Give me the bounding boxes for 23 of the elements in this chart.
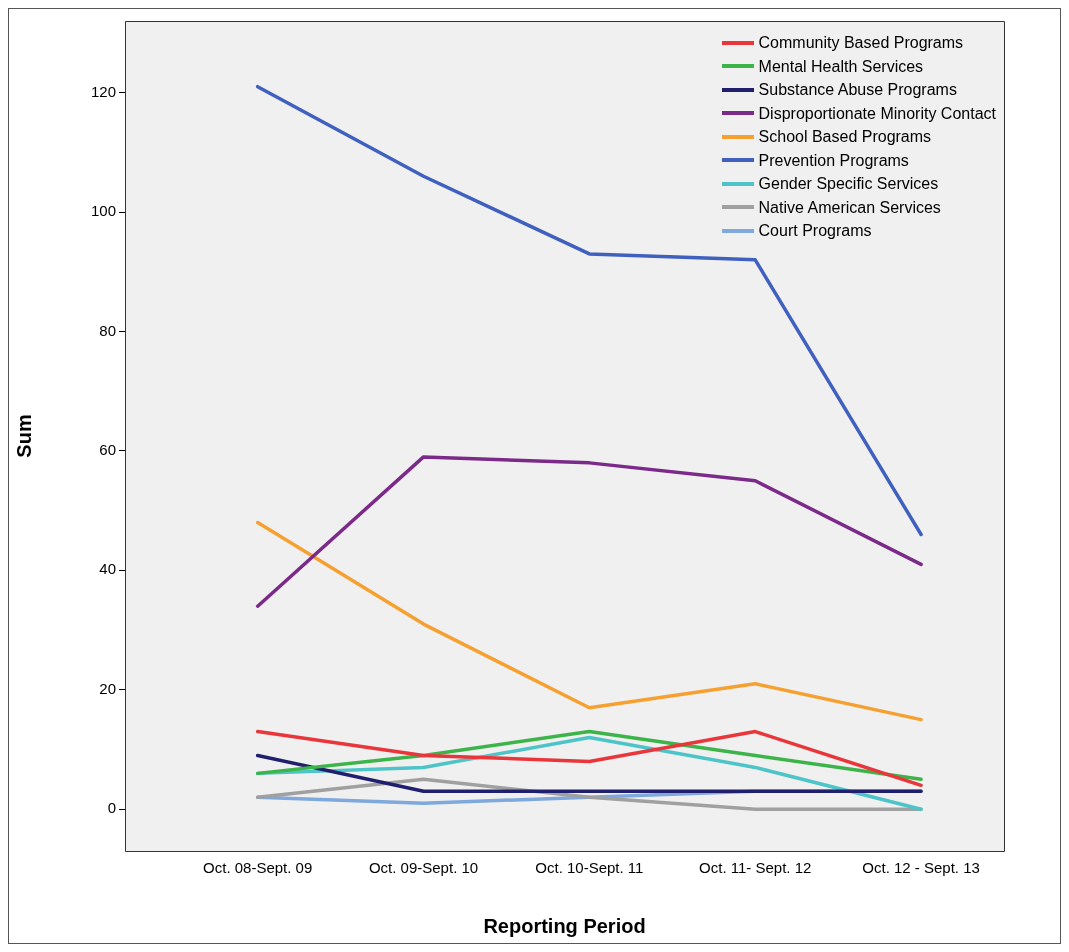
legend-label: Mental Health Services [758,56,924,77]
x-tick-label: Oct. 10-Sept. 11 [535,859,644,877]
legend-label: Substance Abuse Programs [758,80,957,100]
y-tick-label: 120 [90,82,116,100]
x-tick-label: Oct. 11- Sept. 12 [699,859,812,877]
x-tick-label: Oct. 12 - Sept. 13 [862,859,980,877]
x-tick-label: Oct. 08-Sept. 09 [203,859,313,877]
y-tick-label: 0 [107,799,116,817]
legend-label: Gender Specific Services [758,174,939,194]
legend-label: Prevention Programs [758,150,909,171]
y-tick-label: 20 [99,679,116,697]
legend-label: School Based Programs [758,127,932,147]
x-tick-label: Oct. 09-Sept. 10 [368,859,479,877]
y-tick-label: 60 [99,441,116,459]
y-axis-title: Sum [12,414,35,458]
y-tick-label: 100 [90,202,116,220]
y-tick-label: 80 [99,321,116,339]
legend-label: Native American Services [758,197,941,218]
y-tick-label: 40 [99,560,116,578]
legend-label: Community Based Programs [758,33,964,53]
legend-label: Court Programs [758,221,872,241]
x-axis-title: Reporting Period [483,914,646,937]
legend-label: Disproportionate Minority Contact [758,103,996,124]
